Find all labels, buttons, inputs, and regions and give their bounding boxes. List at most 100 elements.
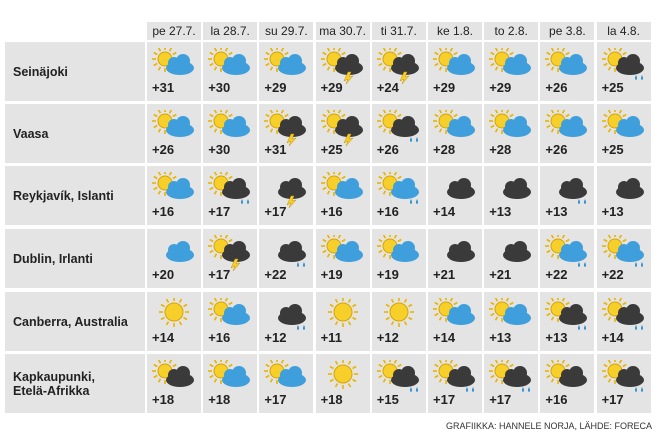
forecast-cell: +17 [203, 229, 258, 288]
city-name: Vaasa [5, 104, 145, 163]
temperature: +13 [545, 330, 568, 345]
weather-icon [433, 110, 475, 137]
temperature: +30 [208, 80, 231, 95]
forecast-cell: +17 [259, 354, 314, 413]
day-header: ma 30.7. [315, 22, 370, 40]
temperature: +17 [489, 392, 512, 407]
weather-icon [208, 235, 251, 271]
temperature: +21 [433, 267, 456, 282]
forecast-cell: +24 [371, 42, 426, 101]
temperature: +16 [152, 204, 175, 219]
city-name: Seinäjoki [5, 42, 145, 101]
weather-icon [327, 298, 358, 327]
forecast-cell: +16 [315, 166, 370, 225]
temperature: +29 [489, 80, 512, 95]
weather-icon [208, 110, 251, 137]
temperature: +17 [208, 204, 231, 219]
weather-icon [278, 178, 307, 208]
temperature: +24 [376, 80, 399, 95]
weather-icon [489, 48, 532, 75]
weather-icon [433, 298, 475, 325]
forecast-cell: +13 [540, 166, 595, 225]
forecast-cell: +17 [428, 354, 482, 413]
weather-icon [376, 48, 419, 84]
forecast-cell: +21 [484, 229, 539, 288]
forecast-cell: +30 [203, 104, 258, 163]
weather-icon [545, 235, 588, 267]
weather-icon [152, 172, 194, 199]
temperature: +22 [545, 267, 568, 282]
temperature: +12 [264, 330, 287, 345]
forecast-cell: +18 [203, 354, 258, 413]
weather-icon [489, 110, 532, 137]
forecast-cell: +28 [484, 104, 539, 163]
temperature: +13 [545, 204, 568, 219]
weather-icon [383, 298, 414, 327]
forecast-cell: +17 [259, 166, 314, 225]
day-header: pe 3.8. [540, 22, 595, 40]
forecast-cell: +25 [315, 104, 370, 163]
city-name: Canberra, Australia [5, 292, 145, 351]
forecast-cell: +29 [315, 42, 370, 101]
forecast-cell: +19 [371, 229, 426, 288]
weather-icon [433, 48, 475, 75]
weather-icon [320, 110, 363, 146]
temperature: +29 [264, 80, 287, 95]
temperature: +18 [320, 392, 343, 407]
weather-icon [208, 298, 251, 325]
temperature: +14 [433, 204, 456, 219]
temperature: +13 [489, 330, 512, 345]
day-header: la 28.7. [203, 22, 258, 40]
temperature: +14 [152, 330, 175, 345]
weather-icon [208, 48, 251, 75]
weather-icon [489, 360, 532, 392]
forecast-cell: +14 [147, 292, 201, 351]
forecast-cell: +16 [147, 166, 201, 225]
temperature: +17 [433, 392, 456, 407]
weather-icon [376, 110, 419, 142]
forecast-cell: +11 [315, 292, 370, 351]
weather-icon [545, 360, 588, 387]
forecast-cell: +29 [428, 42, 482, 101]
forecast-cell: +29 [484, 42, 539, 101]
city-name: Dublin, Irlanti [5, 229, 145, 288]
forecast-cell: +12 [371, 292, 426, 351]
weather-icon [327, 360, 358, 389]
forecast-cell: +16 [203, 292, 258, 351]
forecast-cell: +22 [596, 229, 651, 288]
temperature: +14 [433, 330, 456, 345]
weather-icon [545, 110, 588, 137]
forecast-cell: +13 [484, 292, 539, 351]
temperature: +18 [208, 392, 231, 407]
forecast-cell: +20 [147, 229, 201, 288]
weather-icon [320, 172, 363, 199]
temperature: +12 [376, 330, 399, 345]
forecast-cell: +18 [315, 354, 370, 413]
temperature: +13 [489, 204, 512, 219]
forecast-cell: +25 [596, 42, 651, 101]
temperature: +16 [208, 330, 231, 345]
forecast-cell: +16 [371, 166, 426, 225]
forecast-cell: +22 [540, 229, 595, 288]
forecast-cell: +26 [371, 104, 426, 163]
temperature: +29 [433, 80, 456, 95]
temperature: +20 [152, 267, 175, 282]
temperature: +17 [264, 204, 287, 219]
weather-icon [601, 360, 644, 392]
forecast-cell: +17 [484, 354, 539, 413]
temperature: +25 [320, 142, 343, 157]
weather-icon [208, 172, 251, 204]
temperature: +31 [264, 142, 287, 157]
temperature: +26 [545, 80, 568, 95]
temperature: +16 [545, 392, 568, 407]
temperature: +16 [320, 204, 343, 219]
credit: GRAFIIKKA: HANNELE NORJA, LÄHDE: FORECA [445, 421, 652, 431]
temperature: +17 [601, 392, 624, 407]
forecast-cell: +25 [596, 104, 651, 163]
forecast-cell: +31 [259, 104, 314, 163]
temperature: +28 [489, 142, 512, 157]
temperature: +21 [489, 267, 512, 282]
temperature: +19 [320, 267, 343, 282]
weather-icon [152, 360, 194, 387]
temperature: +31 [152, 80, 175, 95]
